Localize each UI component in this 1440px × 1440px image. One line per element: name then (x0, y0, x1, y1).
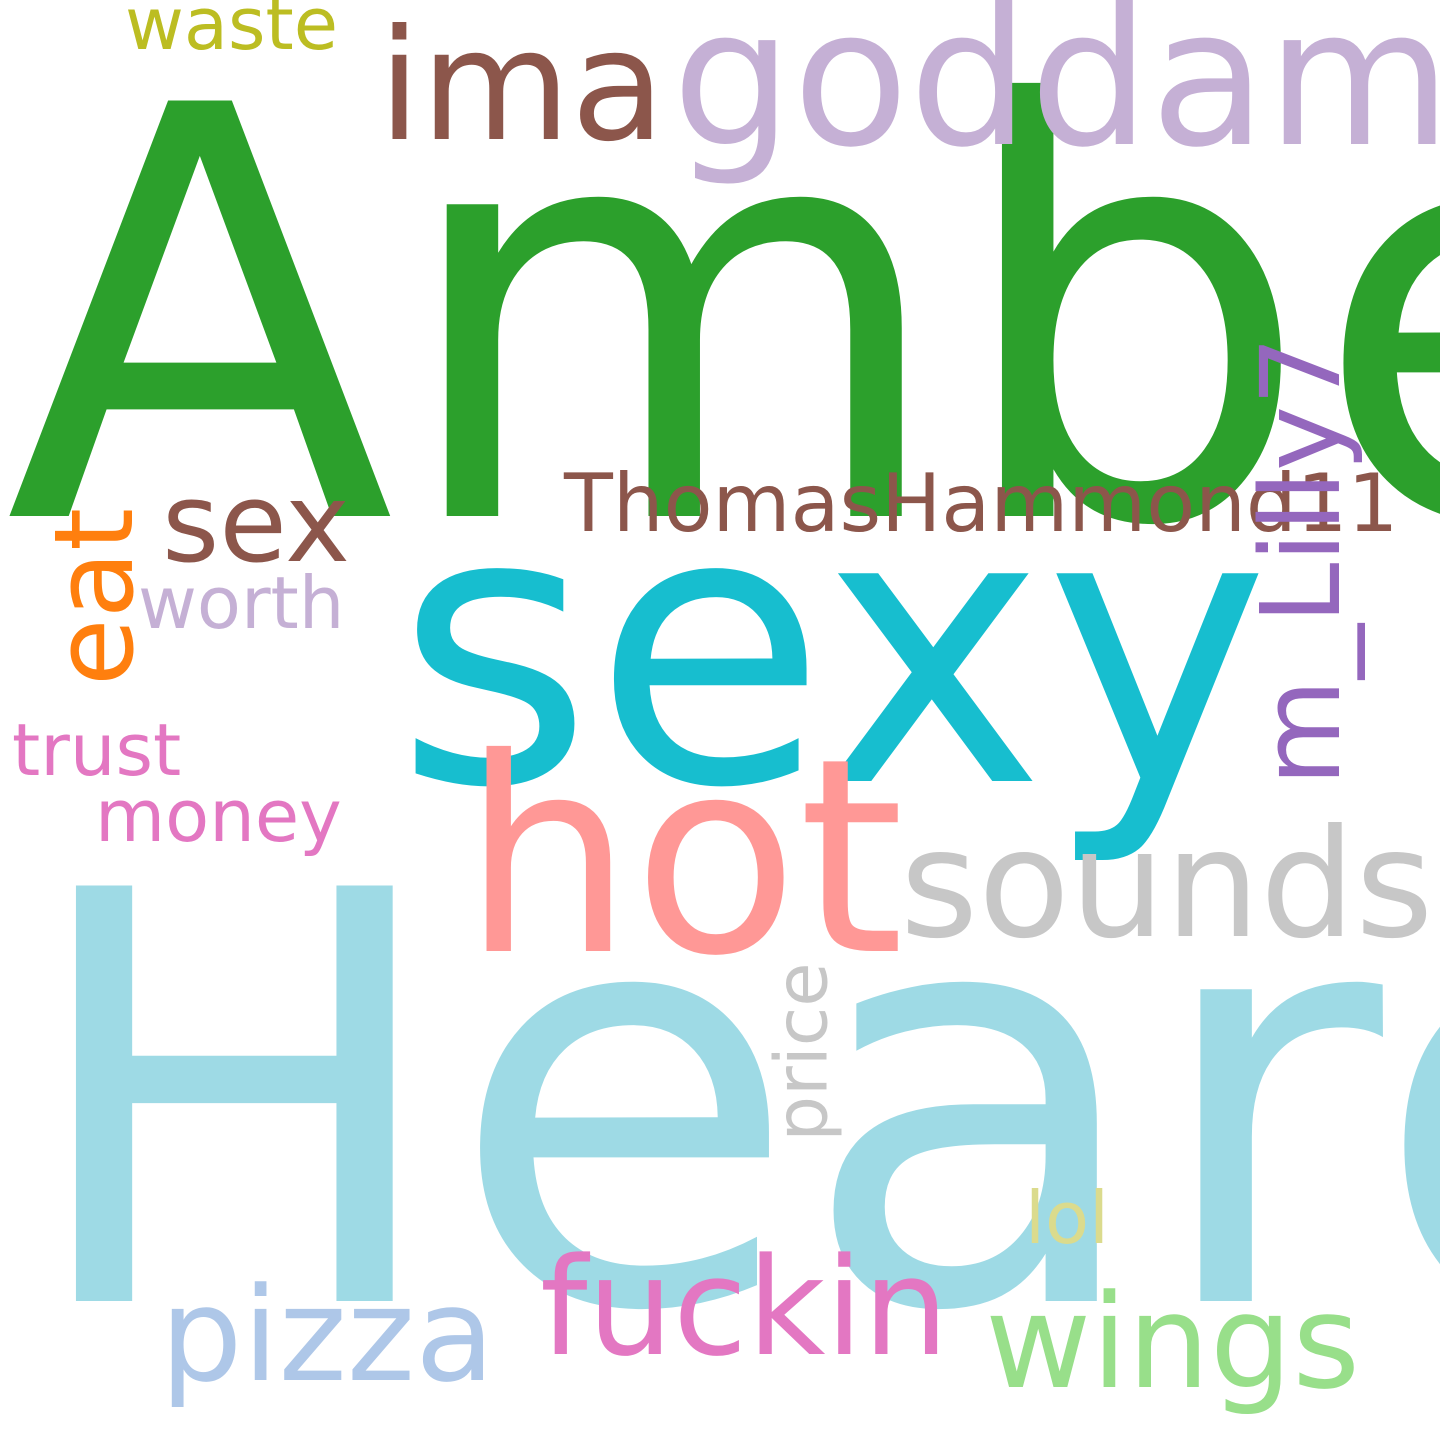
word-lol: lol (1025, 1176, 1110, 1260)
word-fuckin: fuckin (540, 1229, 949, 1386)
word-money: money (95, 774, 342, 858)
word-goddamn: goddamn (672, 0, 1440, 189)
word-eat: eat (30, 507, 159, 687)
word-sounds: sounds (900, 798, 1434, 972)
word-thomashammond11: ThomasHammond11 (564, 457, 1399, 550)
word-price: price (759, 962, 844, 1142)
word-trust: trust (12, 708, 182, 792)
word-worth: worth (138, 561, 345, 645)
word-wings: wings (985, 1266, 1361, 1418)
word-pizza: pizza (160, 1259, 495, 1411)
word-sexy: sexy (395, 428, 1270, 871)
word-amber: Amber (5, 0, 1440, 651)
word-heard: Heard (20, 773, 1440, 1436)
word-waste: waste (125, 0, 339, 66)
word-hot: hot (462, 700, 905, 1015)
word-sex: sex (162, 459, 351, 587)
word-m-lilly7: m_Lilly7 (1237, 335, 1366, 787)
word-ima: ima (378, 0, 666, 176)
